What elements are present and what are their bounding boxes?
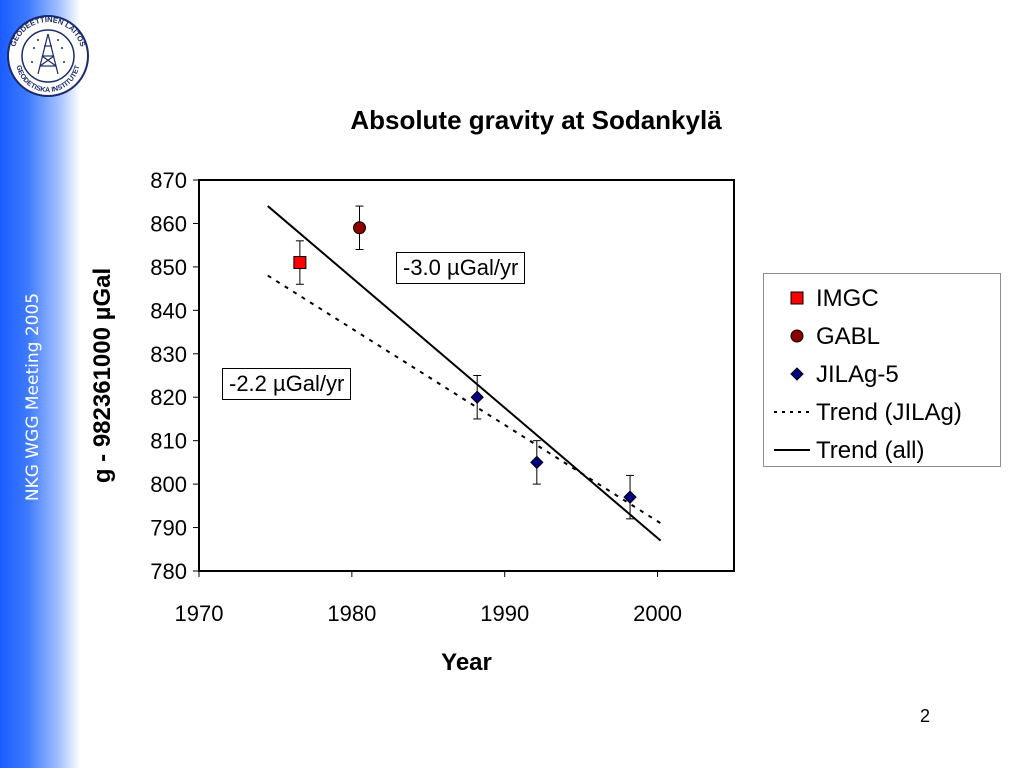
annotation-trend-all: -3.0 µGal/yr <box>396 252 526 284</box>
x-tick-label: 1990 <box>480 601 529 626</box>
legend-label: IMGC <box>816 285 879 312</box>
trend-line-jila <box>267 274 662 525</box>
y-tick-label: 800 <box>150 472 187 497</box>
annotation-trend-jila: -2.2 µGal/yr <box>222 368 352 400</box>
solid-line-icon <box>774 449 810 451</box>
y-tick-label: 790 <box>150 516 187 541</box>
logo-tower-icon <box>37 33 59 75</box>
legend-item-jila: JILAg-5 <box>764 356 1000 392</box>
x-axis-label: Year <box>441 649 492 676</box>
legend-item-trend-all: Trend (all) <box>764 432 1000 468</box>
chart-legend: IMGC GABL JILAg-5 Trend (JILAg) Trend (a… <box>763 273 1001 467</box>
trend-line-all <box>267 205 662 542</box>
y-axis-label: g - 982361000 µGal <box>89 268 116 483</box>
legend-item-trend-jila: Trend (JILAg) <box>764 394 1000 430</box>
institute-logo: GEODEETTINEN LAITOS GEODETISKA INSTITUTE… <box>7 15 89 97</box>
y-tick-label: 820 <box>150 385 187 410</box>
x-tick-label: 1980 <box>327 601 376 626</box>
legend-label: Trend (all) <box>816 437 925 464</box>
chart-title: Absolute gravity at Sodankylä <box>350 105 722 135</box>
dotted-line-icon <box>774 411 810 413</box>
legend-item-imgc: IMGC <box>764 280 1000 316</box>
gabl-point <box>353 221 366 235</box>
plot-area-frame <box>198 179 735 572</box>
legend-label: Trend (JILAg) <box>816 399 962 426</box>
legend-label: JILAg-5 <box>816 361 899 388</box>
navy-diamond-marker-icon <box>790 367 804 381</box>
imgc-point <box>293 256 307 270</box>
y-tick-label: 840 <box>150 298 187 323</box>
jila-point <box>623 490 637 504</box>
x-tick-label: 2000 <box>633 601 682 626</box>
y-tick-label: 860 <box>150 211 187 236</box>
jila-point <box>470 390 484 404</box>
jila-point <box>530 455 544 470</box>
y-tick-label: 830 <box>150 342 187 367</box>
dark-red-circle-marker-icon <box>790 329 804 343</box>
sidebar-band <box>0 0 80 768</box>
y-tick-label: 850 <box>150 255 187 280</box>
y-tick-label: 870 <box>150 168 187 193</box>
legend-label: GABL <box>816 323 881 350</box>
x-tick-label: 1970 <box>175 601 224 626</box>
page-number: 2 <box>920 706 931 726</box>
y-tick-label: 810 <box>150 429 187 454</box>
legend-item-gabl: GABL <box>764 318 1000 354</box>
y-tick-label: 780 <box>150 559 187 584</box>
red-square-marker-icon <box>790 291 804 305</box>
